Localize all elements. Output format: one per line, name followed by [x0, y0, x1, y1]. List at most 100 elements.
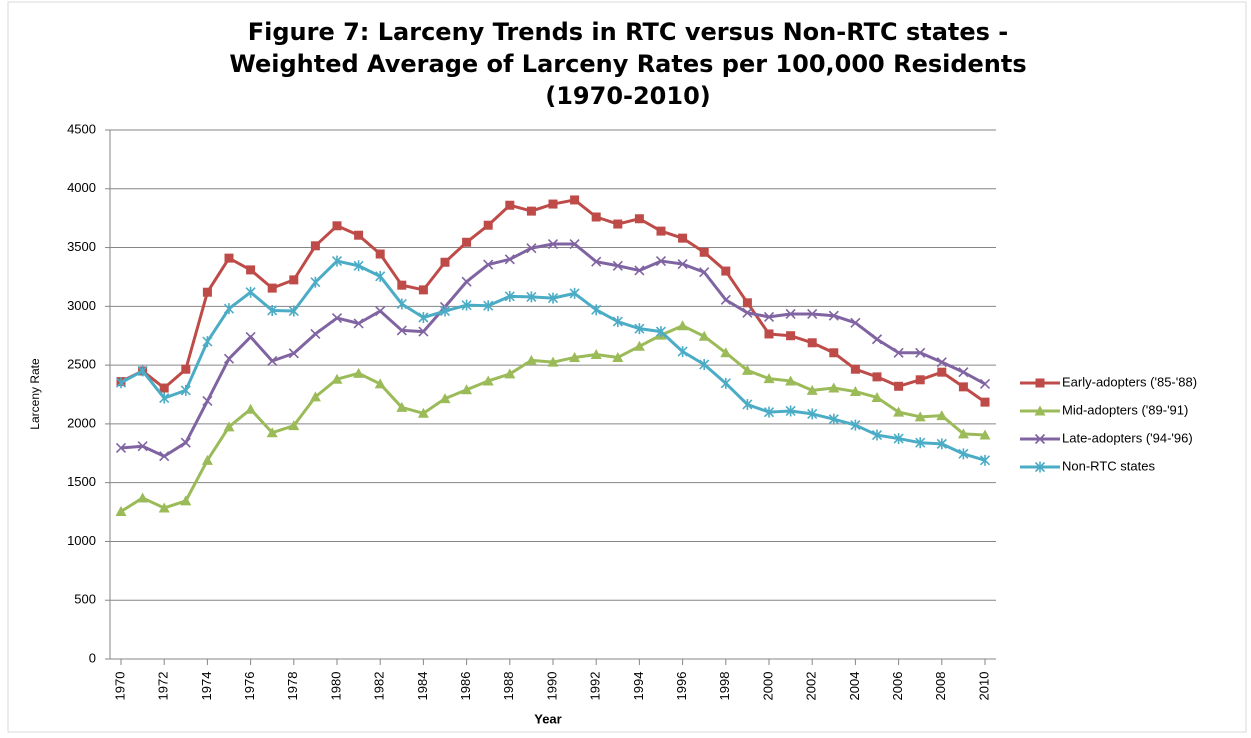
marker: [288, 348, 299, 359]
marker: [613, 219, 623, 229]
marker: [591, 256, 602, 267]
marker: [504, 290, 515, 302]
marker: [288, 420, 300, 431]
marker: [633, 340, 645, 351]
marker: [1035, 378, 1045, 388]
x-tick-label: 2010: [976, 672, 991, 701]
marker: [677, 320, 689, 331]
marker: [979, 378, 991, 389]
x-tick-label: 2008: [933, 672, 948, 701]
marker: [871, 429, 883, 441]
y-axis-label: Larceny Rate: [28, 358, 42, 430]
x-tick-label: 1980: [328, 672, 343, 701]
legend-label: Late-adopters ('94-'96): [1062, 430, 1193, 445]
chart-title: Weighted Average of Larceny Rates per 10…: [229, 50, 1026, 78]
marker: [115, 442, 127, 454]
y-tick-label: 1000: [67, 533, 96, 548]
marker: [569, 351, 581, 362]
marker: [418, 326, 429, 337]
marker: [483, 259, 494, 270]
marker: [224, 253, 234, 263]
chart-border: [7, 1, 1247, 733]
marker: [634, 323, 645, 335]
marker: [526, 243, 537, 254]
legend-item: Late-adopters ('94-'96): [1020, 430, 1193, 445]
marker: [612, 316, 623, 328]
marker: [1034, 461, 1046, 473]
marker: [678, 233, 688, 243]
marker: [677, 258, 688, 270]
legend-label: Non-RTC states: [1062, 458, 1155, 473]
marker: [353, 260, 364, 272]
marker: [828, 382, 840, 393]
marker: [764, 329, 774, 339]
marker: [958, 382, 968, 392]
marker: [331, 313, 343, 324]
marker: [331, 373, 343, 384]
marker: [741, 364, 753, 375]
x-tick-label: 1992: [588, 672, 603, 701]
y-tick-label: 500: [74, 592, 96, 607]
marker: [180, 495, 192, 506]
marker: [180, 437, 191, 448]
x-tick-label: 1972: [156, 672, 171, 701]
marker: [570, 195, 580, 205]
marker: [980, 397, 990, 407]
marker: [893, 406, 905, 417]
marker: [440, 257, 450, 267]
marker: [137, 492, 149, 503]
marker: [677, 346, 688, 358]
marker: [310, 241, 320, 251]
marker: [591, 304, 602, 316]
marker: [547, 238, 559, 250]
marker: [979, 429, 991, 440]
marker: [807, 408, 818, 420]
legend-label: Mid-adopters ('89-'91): [1062, 402, 1188, 417]
marker: [806, 384, 818, 395]
marker: [828, 413, 839, 425]
marker: [310, 328, 321, 340]
x-tick-label: 1978: [285, 672, 300, 701]
marker: [374, 378, 386, 389]
x-tick-label: 2006: [890, 672, 905, 701]
marker: [893, 347, 904, 358]
marker: [893, 433, 904, 445]
marker: [937, 367, 947, 377]
marker: [418, 285, 428, 295]
marker: [656, 226, 666, 236]
marker: [634, 214, 644, 224]
x-tick-label: 1994: [631, 672, 646, 701]
marker: [461, 276, 472, 287]
marker: [872, 372, 882, 382]
marker: [526, 291, 537, 303]
marker: [655, 326, 667, 338]
marker: [137, 441, 148, 452]
marker: [634, 265, 645, 276]
marker: [850, 419, 861, 431]
marker: [417, 407, 429, 418]
marker: [375, 249, 385, 259]
marker: [353, 367, 365, 378]
marker: [159, 392, 170, 404]
marker: [958, 448, 969, 460]
marker: [807, 338, 817, 348]
marker: [525, 354, 537, 365]
y-tick-label: 1500: [67, 474, 96, 489]
x-tick-label: 1990: [544, 672, 559, 701]
marker: [505, 200, 515, 210]
marker: [223, 421, 235, 432]
marker: [829, 348, 839, 358]
marker: [699, 247, 709, 257]
marker: [461, 384, 473, 395]
marker: [871, 334, 883, 345]
marker: [785, 405, 796, 417]
marker: [504, 368, 516, 379]
marker: [266, 427, 278, 438]
marker: [742, 298, 752, 308]
marker: [181, 364, 191, 374]
marker: [958, 367, 969, 378]
marker: [591, 212, 601, 222]
marker: [289, 275, 299, 285]
marker: [979, 454, 991, 466]
marker: [590, 349, 602, 360]
